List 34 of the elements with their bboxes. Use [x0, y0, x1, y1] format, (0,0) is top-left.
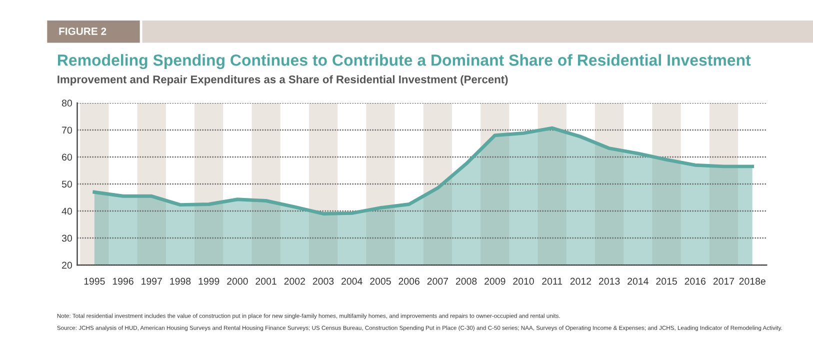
y-tick-label: 40	[62, 208, 72, 215]
x-tick-label: 1998	[170, 278, 191, 285]
x-tick-label: 2017	[713, 278, 734, 285]
y-tick-label: 20	[62, 262, 72, 269]
y-tick-label: 30	[62, 234, 72, 242]
chart-subtitle: Improvement and Repair Expenditures as a Share of Residential Investment (Percent)	[58, 75, 508, 86]
x-tick-label: 2001	[256, 278, 276, 285]
x-tick-label: 2002	[284, 278, 305, 285]
y-tick-label: 50	[62, 180, 72, 188]
x-tick-label: 2008	[456, 278, 477, 285]
x-tick-label: 2010	[513, 278, 534, 285]
x-tick-label: 2000	[227, 278, 248, 285]
x-tick-label: 2009	[484, 278, 506, 285]
x-tick-label: 1996	[112, 278, 134, 285]
y-tick-label: 70	[62, 126, 72, 134]
x-tick-label: 2016	[684, 278, 706, 285]
x-tick-label: 2012	[570, 278, 592, 285]
y-tick-label: 80	[62, 100, 72, 107]
x-tick-label: 2015	[656, 278, 677, 285]
x-tick-label: 2006	[398, 278, 420, 285]
x-tick-label: 2014	[628, 278, 648, 285]
x-tick-label: 2011	[542, 278, 562, 285]
x-tick-label: 2013	[599, 278, 620, 285]
x-tick-label: 2005	[370, 278, 391, 285]
x-tick-label: 1997	[142, 278, 162, 285]
x-tick-label: 1995	[84, 278, 105, 285]
chart-title: Remodeling Spending Continues to Contribute a Dominant Share of Residential Investment	[58, 54, 751, 70]
x-tick-label: 2003	[312, 278, 334, 285]
x-tick-label: 1999	[198, 278, 220, 285]
x-tick-label: 2018e	[739, 278, 766, 285]
y-tick-label: 60	[62, 154, 72, 161]
caption: FIGURE 2	[59, 28, 106, 35]
x-tick-label: 2007	[427, 278, 448, 285]
x-tick-label: 2004	[342, 278, 362, 285]
